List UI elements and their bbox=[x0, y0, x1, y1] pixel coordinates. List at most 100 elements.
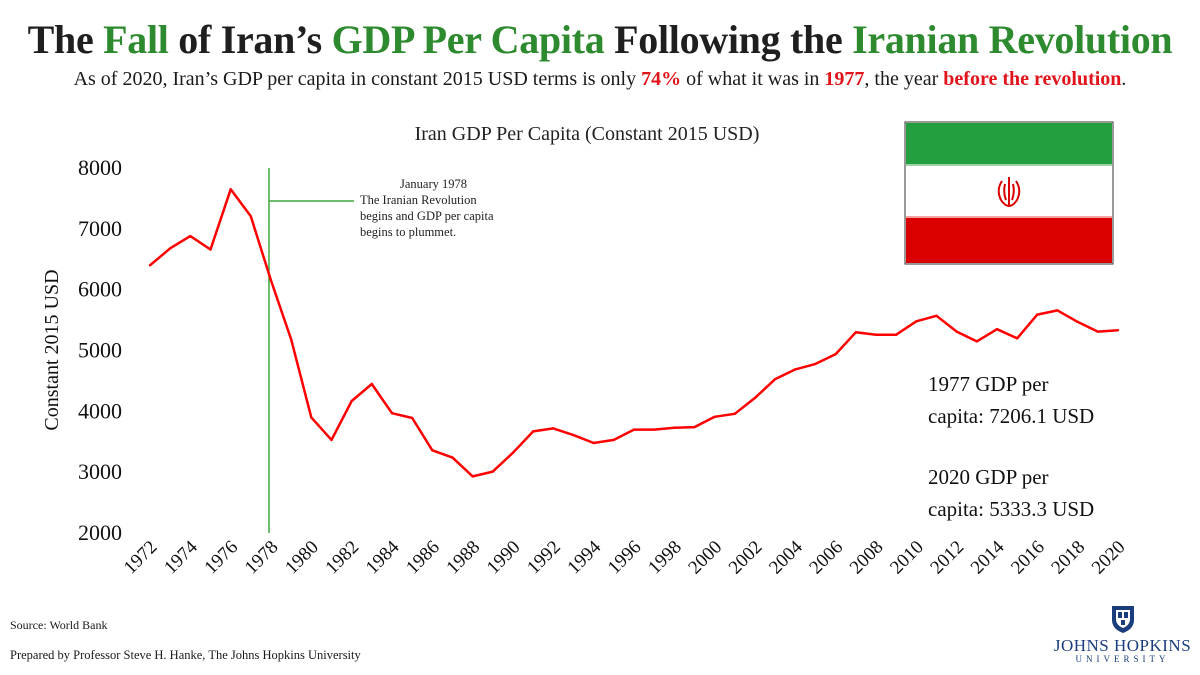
data-point bbox=[975, 340, 979, 343]
x-tick-label: 2012 bbox=[926, 537, 968, 579]
stats-box: 1977 GDP per capita: 7206.1 USD 2020 GDP p… bbox=[928, 372, 1094, 521]
jhu-logo-sub: UNIVERSITY bbox=[1075, 654, 1170, 664]
source-note: Source: World Bank bbox=[10, 618, 108, 632]
data-point bbox=[168, 247, 172, 250]
flag-green-ornament bbox=[906, 161, 1112, 166]
data-point bbox=[854, 331, 858, 334]
event-annotation-text: January 1978 bbox=[400, 177, 467, 191]
x-tick-label: 2016 bbox=[1007, 537, 1049, 579]
x-tick-label: 1990 bbox=[483, 537, 525, 579]
data-point bbox=[935, 314, 938, 318]
x-tick-label: 2010 bbox=[886, 537, 928, 579]
data-point bbox=[995, 328, 999, 331]
data-point bbox=[370, 382, 374, 386]
data-point bbox=[491, 470, 495, 473]
x-tick-label: 1998 bbox=[644, 537, 686, 579]
stat-line: 1977 GDP per bbox=[928, 372, 1049, 396]
chart-title: Iran GDP Per Capita (Constant 2015 USD) bbox=[415, 123, 760, 145]
iran-emblem-icon bbox=[997, 177, 1021, 207]
data-point bbox=[612, 438, 616, 442]
event-annotation-text: begins to plummet. bbox=[360, 225, 456, 239]
data-point bbox=[632, 428, 636, 431]
data-point bbox=[592, 441, 595, 445]
data-point bbox=[955, 330, 958, 333]
subtitle-part: of what it was in bbox=[681, 68, 825, 90]
data-point bbox=[915, 320, 918, 323]
x-tick-label: 1978 bbox=[241, 537, 283, 579]
x-tick-label: 1982 bbox=[321, 537, 363, 579]
series-group bbox=[148, 188, 1120, 478]
title-highlight: Fall bbox=[103, 17, 169, 62]
jhu-shield-icon bbox=[1111, 606, 1134, 633]
data-point bbox=[1056, 309, 1059, 312]
y-tick-label: 4000 bbox=[78, 398, 122, 423]
x-tick-label: 1976 bbox=[200, 537, 242, 579]
stat-line: capita: 5333.3 USD bbox=[928, 497, 1094, 521]
data-point bbox=[471, 475, 474, 478]
x-tick-label: 2020 bbox=[1088, 537, 1130, 579]
ornament-bar bbox=[906, 218, 1112, 222]
data-point bbox=[229, 188, 232, 191]
data-point bbox=[390, 411, 394, 415]
data-point bbox=[552, 427, 555, 430]
prepared-by-note: Prepared by Professor Steve H. Hanke, Th… bbox=[10, 648, 361, 662]
ornament-bar bbox=[906, 164, 1112, 166]
page-subtitle: As of 2020, Iran’s GDP per capita in con… bbox=[0, 68, 1200, 91]
y-axis-label: Constant 2015 USD bbox=[41, 269, 63, 430]
event-annotation-text: begins and GDP per capita bbox=[360, 209, 494, 223]
data-point bbox=[733, 412, 737, 415]
x-tick-label: 2002 bbox=[725, 537, 767, 579]
data-point bbox=[1096, 330, 1100, 333]
data-point bbox=[693, 425, 696, 429]
title-highlight: GDP Per Capita bbox=[331, 17, 605, 62]
event-annotation-text: The Iranian Revolution bbox=[360, 193, 477, 207]
y-tick-label: 6000 bbox=[78, 277, 122, 302]
page-title: The Fall of Iran’s GDP Per Capita Follow… bbox=[0, 16, 1200, 63]
subtitle-highlight: before the revolution bbox=[943, 68, 1122, 90]
data-point bbox=[1076, 320, 1079, 324]
jhu-logo: JOHNS HOPKINS UNIVERSITY bbox=[1050, 604, 1195, 672]
data-point bbox=[189, 234, 192, 238]
title-part: The bbox=[27, 17, 104, 62]
subtitle-highlight: 74% bbox=[641, 68, 682, 90]
data-point bbox=[148, 264, 152, 267]
data-point bbox=[794, 368, 797, 371]
data-point bbox=[249, 215, 253, 218]
data-point bbox=[673, 426, 676, 429]
iran-flag bbox=[904, 121, 1114, 265]
y-tick-label: 5000 bbox=[78, 338, 122, 363]
x-tick-label: 1986 bbox=[402, 537, 444, 579]
emblem-left-crescent bbox=[997, 180, 1010, 207]
data-point bbox=[753, 396, 757, 400]
x-tick-label: 1988 bbox=[442, 537, 484, 579]
y-axis: 2000 3000 4000 5000 6000 7000 8000 bbox=[78, 155, 122, 545]
stat-line: 2020 GDP per bbox=[928, 465, 1049, 489]
ornament-bar bbox=[906, 161, 1112, 164]
data-point bbox=[713, 415, 716, 419]
data-point bbox=[874, 333, 878, 336]
title-part: Following the bbox=[604, 17, 853, 62]
data-point bbox=[451, 456, 454, 459]
emblem-right-crescent bbox=[1008, 180, 1021, 207]
x-tick-label: 1994 bbox=[563, 536, 605, 578]
data-point bbox=[834, 352, 837, 356]
data-point bbox=[289, 338, 293, 341]
data-point bbox=[330, 438, 333, 442]
y-tick-label: 3000 bbox=[78, 459, 122, 484]
x-tick-label: 1972 bbox=[120, 537, 162, 579]
x-tick-label: 1984 bbox=[362, 536, 404, 578]
data-point bbox=[1036, 313, 1039, 316]
data-point bbox=[269, 279, 273, 282]
emblem-inner-left bbox=[1003, 183, 1007, 201]
data-point bbox=[209, 248, 212, 251]
flag-red-ornament bbox=[906, 216, 1112, 222]
x-tick-label: 1996 bbox=[604, 537, 646, 579]
data-point bbox=[410, 416, 414, 420]
y-tick-label: 2000 bbox=[78, 520, 122, 545]
y-tick-label: 7000 bbox=[78, 216, 122, 241]
data-point bbox=[652, 428, 656, 431]
data-point bbox=[310, 416, 313, 419]
flag-green-band bbox=[906, 123, 1112, 163]
emblem-inner-right bbox=[1011, 183, 1015, 201]
